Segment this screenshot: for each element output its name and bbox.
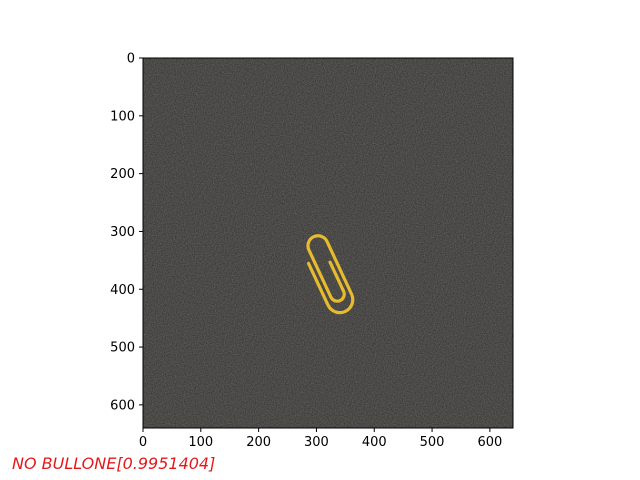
prediction-caption: NO BULLONE[0.9951404] — [12, 454, 216, 473]
x-tick-label: 0 — [139, 435, 147, 450]
axes-frame — [142, 57, 514, 429]
x-axis: 0 100 200 300 400 500 600 — [139, 428, 502, 450]
paperclip — [306, 234, 355, 315]
x-tick-label: 100 — [188, 435, 213, 450]
x-tick-label: 600 — [477, 435, 502, 450]
y-tick-label: 400 — [110, 283, 135, 298]
x-tick-label: 400 — [362, 435, 387, 450]
x-tick-label: 500 — [420, 435, 445, 450]
y-tick-label: 0 — [127, 52, 135, 67]
x-tick-label: 200 — [246, 435, 271, 450]
y-axis: 0 100 200 300 400 500 600 — [110, 52, 143, 413]
y-tick-label: 600 — [110, 398, 135, 413]
y-tick-label: 500 — [110, 341, 135, 356]
image-plot-area — [143, 58, 513, 428]
y-tick-label: 100 — [110, 109, 135, 124]
y-tick-label: 200 — [110, 167, 135, 182]
x-tick-label: 300 — [304, 435, 329, 450]
y-tick-label: 300 — [110, 225, 135, 240]
